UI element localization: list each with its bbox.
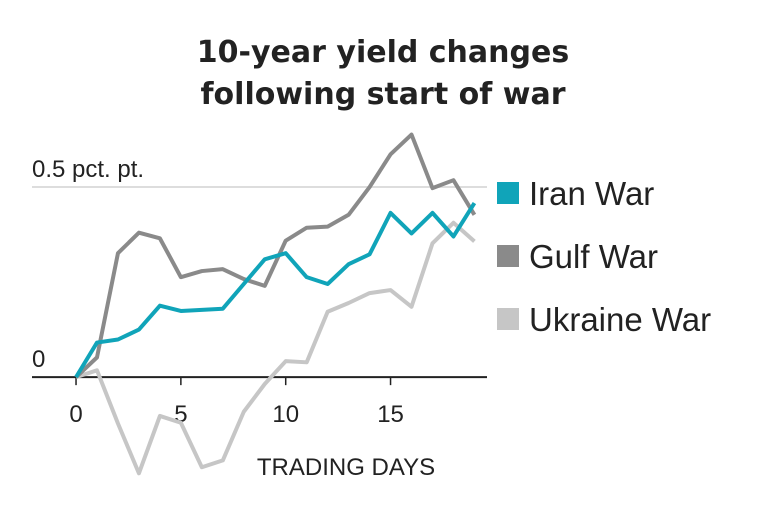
chart-title: following start of war <box>201 77 566 112</box>
series-line <box>74 201 477 379</box>
chart-title: 10-year yield changes <box>197 35 569 70</box>
series-line <box>74 132 477 379</box>
legend-swatch <box>497 245 519 267</box>
x-tick-label: 15 <box>377 401 404 428</box>
series-line <box>75 220 476 476</box>
legend-label: Iran War <box>529 175 654 212</box>
x-axis-label: TRADING DAYS <box>257 454 435 481</box>
legend-swatch <box>497 182 519 204</box>
legend-label: Ukraine War <box>529 301 711 338</box>
x-tick-label: 10 <box>272 401 299 428</box>
legend-label: Gulf War <box>529 238 658 275</box>
x-tick-label: 0 <box>69 401 82 428</box>
y-tick-label: 0.5 pct. pt. <box>32 156 144 183</box>
legend-swatch <box>497 308 519 330</box>
y-tick-label: 0 <box>32 346 45 373</box>
